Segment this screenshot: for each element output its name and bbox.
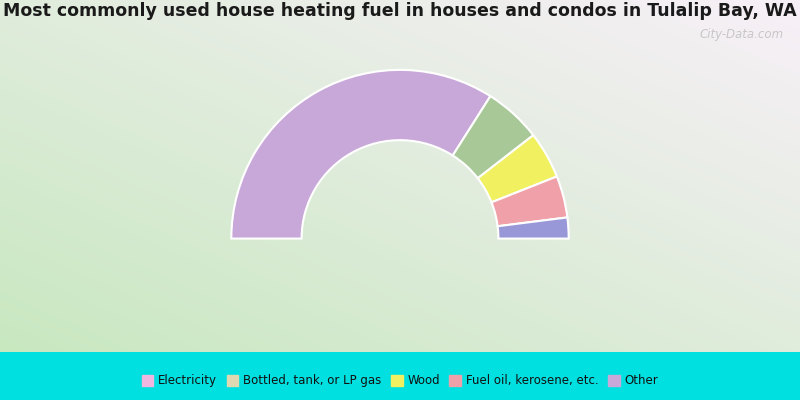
Wedge shape xyxy=(491,176,567,226)
Wedge shape xyxy=(453,96,534,178)
Text: Most commonly used house heating fuel in houses and condos in Tulalip Bay, WA: Most commonly used house heating fuel in… xyxy=(3,2,797,20)
Text: City-Data.com: City-Data.com xyxy=(700,28,784,41)
Legend: Electricity, Bottled, tank, or LP gas, Wood, Fuel oil, kerosene, etc., Other: Electricity, Bottled, tank, or LP gas, W… xyxy=(137,370,663,392)
Wedge shape xyxy=(498,218,569,238)
Wedge shape xyxy=(478,135,557,202)
Wedge shape xyxy=(231,70,490,238)
